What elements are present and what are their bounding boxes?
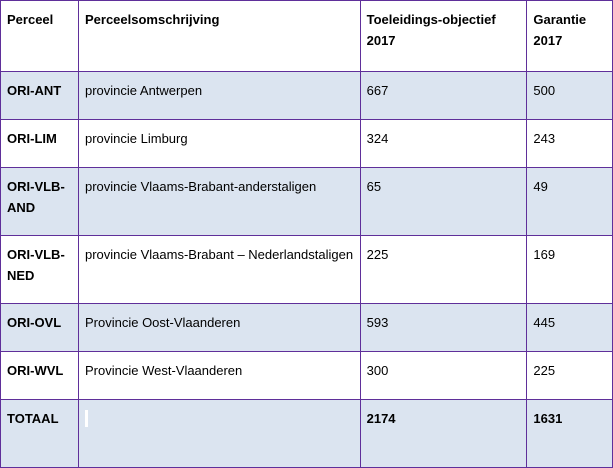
row-guarantee: 169 (526, 235, 613, 304)
table-row: ORI-ANT provincie Antwerpen 667 500 (0, 71, 613, 120)
row-guarantee: 500 (526, 71, 613, 120)
table-row: ORI-VLB-NED provincie Vlaams-Brabant – N… (0, 235, 613, 304)
row-guarantee: 445 (526, 303, 613, 352)
row-objective: 65 (359, 167, 528, 236)
row-description: Provincie West-Vlaanderen (77, 351, 361, 400)
header-perceelsomschrijving: Perceelsomschrijving (77, 0, 361, 72)
total-objective: 2174 (359, 399, 528, 468)
row-code: ORI-VLB-AND (0, 167, 79, 236)
row-objective: 300 (359, 351, 528, 400)
row-code: ORI-LIM (0, 119, 79, 168)
text-cursor (84, 410, 88, 428)
row-objective: 593 (359, 303, 528, 352)
total-description-cell[interactable] (77, 399, 361, 468)
total-label: TOTAAL (0, 399, 79, 468)
row-code: ORI-VLB-NED (0, 235, 79, 304)
total-guarantee: 1631 (526, 399, 613, 468)
row-description: provincie Antwerpen (77, 71, 361, 120)
row-objective: 667 (359, 71, 528, 120)
row-objective: 225 (359, 235, 528, 304)
table-header-row: Perceel Perceelsomschrijving Toeleidings… (0, 0, 613, 72)
row-description: provincie Vlaams-Brabant – Nederlandstal… (77, 235, 361, 304)
row-guarantee: 225 (526, 351, 613, 400)
table-row: ORI-OVL Provincie Oost-Vlaanderen 593 44… (0, 303, 613, 352)
row-code: ORI-OVL (0, 303, 79, 352)
row-description: provincie Vlaams-Brabant-anderstaligen (77, 167, 361, 236)
row-objective: 324 (359, 119, 528, 168)
row-code: ORI-WVL (0, 351, 79, 400)
table-row: ORI-WVL Provincie West-Vlaanderen 300 22… (0, 351, 613, 400)
total-row: TOTAAL 2174 1631 (0, 399, 613, 468)
row-code: ORI-ANT (0, 71, 79, 120)
table-row: ORI-VLB-AND provincie Vlaams-Brabant-and… (0, 167, 613, 236)
header-toeleidings-objectief: Toeleidings-objectief 2017 (359, 0, 528, 72)
header-perceel: Perceel (0, 0, 79, 72)
row-guarantee: 243 (526, 119, 613, 168)
table-row: ORI-LIM provincie Limburg 324 243 (0, 119, 613, 168)
row-guarantee: 49 (526, 167, 613, 236)
header-garantie: Garantie 2017 (526, 0, 613, 72)
row-description: provincie Limburg (77, 119, 361, 168)
row-description: Provincie Oost-Vlaanderen (77, 303, 361, 352)
